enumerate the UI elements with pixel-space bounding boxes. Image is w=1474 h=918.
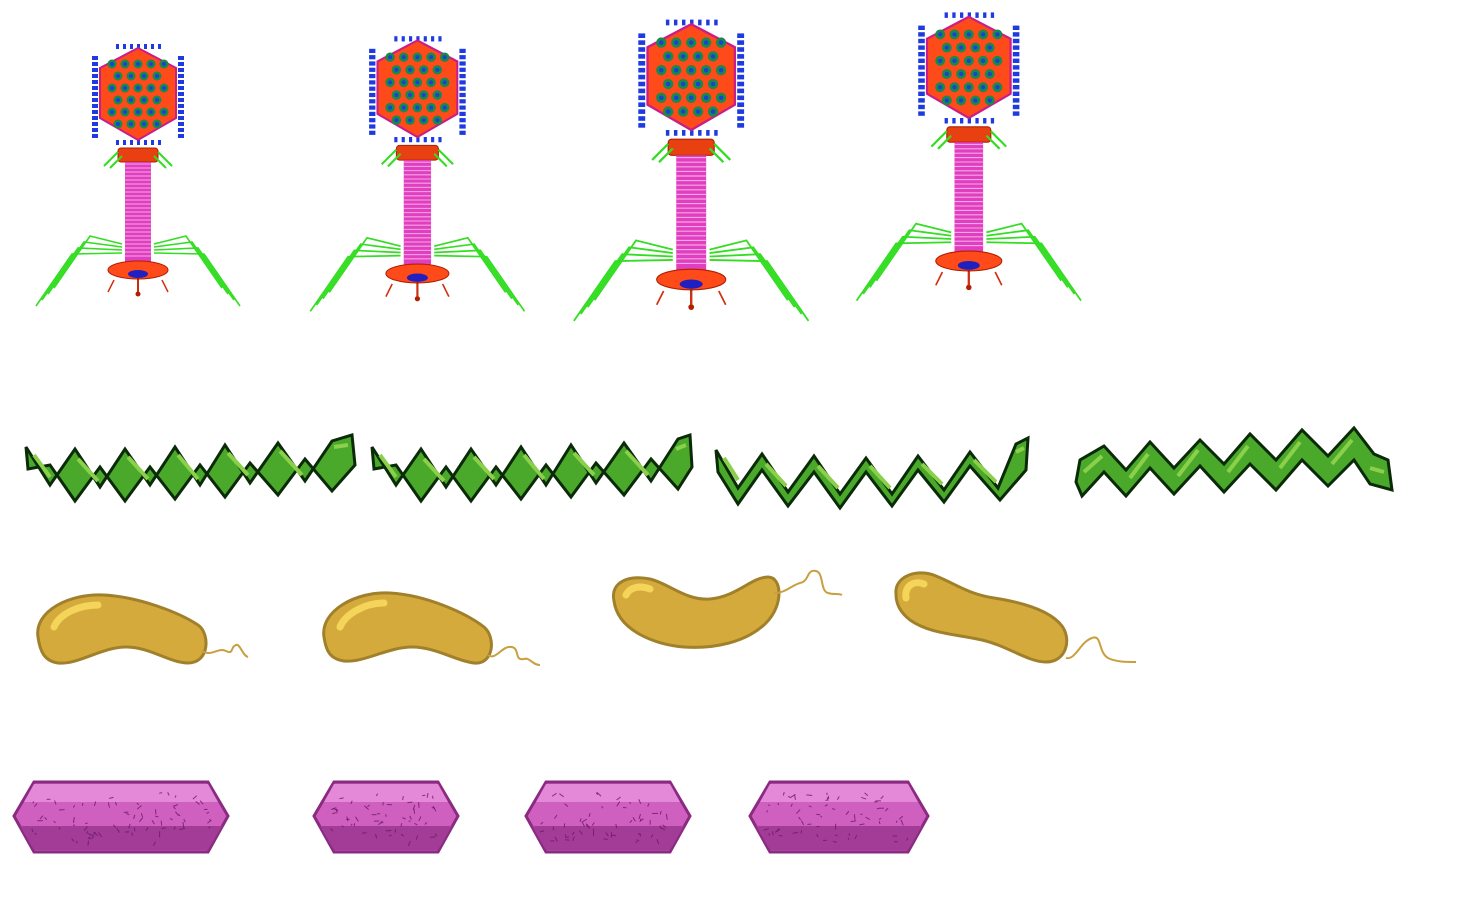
spirochete-icon	[1074, 425, 1394, 499]
vibrio-bacterium-icon	[322, 591, 541, 666]
vibrio-bacterium-icon	[894, 571, 1137, 664]
bacillus-icon	[12, 780, 230, 854]
vibrio-bacterium-icon	[612, 569, 843, 649]
spirochete-icon	[714, 435, 1030, 511]
bacillus-sprite-2	[310, 778, 462, 858]
bacteriophage-icon	[309, 36, 526, 312]
vibrio-sprite-1	[30, 585, 255, 675]
bacillus-sprite-3	[522, 778, 694, 858]
bacteriophage-icon	[855, 12, 1082, 302]
spirochete-sprite-4	[1070, 420, 1400, 505]
phage-sprite-3	[573, 15, 810, 345]
phage-sprite-2	[309, 32, 526, 332]
bacillus-icon	[312, 780, 460, 854]
spirochete-icon	[370, 432, 694, 504]
bacteriophage-icon	[35, 44, 241, 307]
spirochete-icon	[24, 433, 357, 504]
bacillus-icon	[524, 780, 692, 854]
vibrio-sprite-4	[890, 568, 1145, 673]
vibrio-sprite-2	[316, 585, 546, 675]
bacillus-icon	[748, 780, 930, 854]
spirochete-sprite-1	[20, 425, 365, 510]
spirochete-sprite-3	[710, 430, 1035, 515]
vibrio-bacterium-icon	[36, 593, 249, 665]
vibrio-sprite-3	[606, 565, 846, 655]
phage-sprite-4	[855, 8, 1082, 308]
bacillus-sprite-4	[746, 778, 932, 858]
phage-sprite-1	[35, 40, 241, 307]
bacteriophage-icon	[573, 19, 810, 322]
bacillus-sprite-1	[10, 778, 232, 858]
spirochete-sprite-2	[366, 425, 701, 510]
